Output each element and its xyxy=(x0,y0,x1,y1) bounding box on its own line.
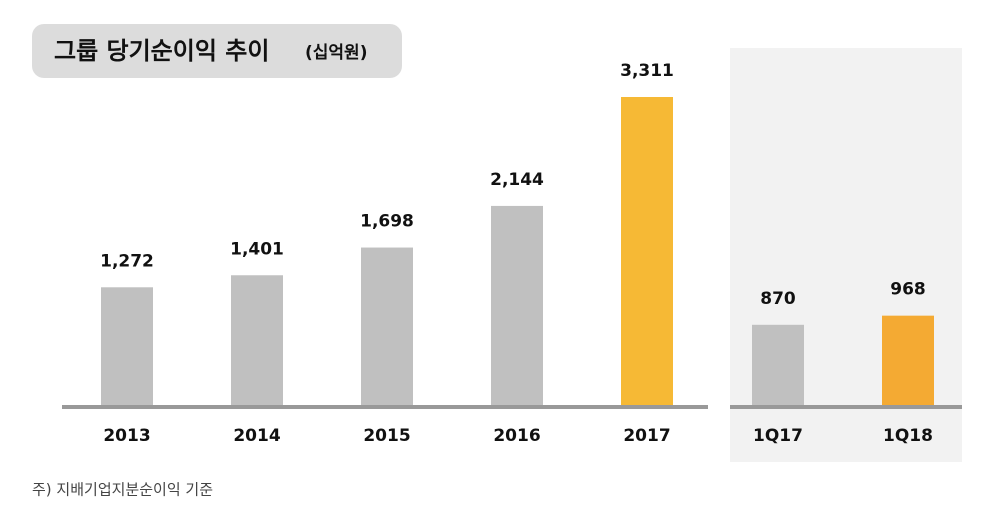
bar xyxy=(491,205,543,406)
x-tick-label: 2014 xyxy=(233,426,280,446)
bar xyxy=(621,97,673,406)
unit: (십억원) xyxy=(305,43,367,63)
x-tick-label: 2015 xyxy=(363,426,410,446)
chart-title: 그룹 당기순이익 추이 xyxy=(54,37,269,65)
value-label: 2,144 xyxy=(490,170,544,190)
value-label: 1,698 xyxy=(360,212,414,232)
value-label: 3,311 xyxy=(620,61,674,81)
footnote: 주) 지배기업지분순이익 기준 xyxy=(32,481,213,499)
value-label: 1,401 xyxy=(230,239,284,259)
bar xyxy=(231,275,283,406)
bar xyxy=(882,315,934,406)
value-label: 870 xyxy=(760,289,796,309)
bar xyxy=(361,247,413,406)
title-box xyxy=(32,24,402,78)
x-tick-label: 2016 xyxy=(493,426,540,446)
bar xyxy=(101,287,153,406)
x-tick-label: 1Q18 xyxy=(883,426,933,446)
x-tick-label: 2017 xyxy=(623,426,670,446)
x-tick-label: 1Q17 xyxy=(753,426,803,446)
value-label: 1,272 xyxy=(100,251,154,271)
value-label: 968 xyxy=(890,280,926,300)
bar xyxy=(752,324,804,406)
x-tick-label: 2013 xyxy=(103,426,150,446)
